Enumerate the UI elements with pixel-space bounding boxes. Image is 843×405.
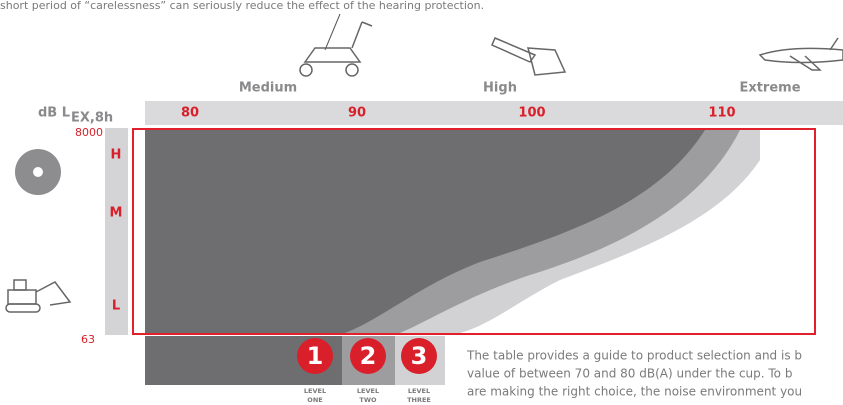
paragraph-line: are making the right choice, the noise e… <box>467 385 802 399</box>
chainsaw-icon <box>491 37 567 76</box>
level-number: 3 <box>411 342 428 370</box>
axis-label-sub: EX,8h <box>71 111 113 126</box>
intro-text: short period of “carelessness” can serio… <box>0 0 484 12</box>
level-label: TWO <box>359 396 377 404</box>
plane-icon <box>758 37 843 71</box>
bulldozer-icon <box>5 279 72 313</box>
axis-band <box>145 101 843 125</box>
tick-label: 80 <box>181 106 199 121</box>
frequency-top: 8000 <box>75 126 103 139</box>
level-badge <box>350 338 386 374</box>
level-badge <box>401 338 437 374</box>
level-label: LEVEL <box>408 387 430 395</box>
paragraph-line: The table provides a guide to product se… <box>466 349 802 363</box>
tick-label: 90 <box>348 106 366 121</box>
level-badge <box>297 338 333 374</box>
band-label: L <box>112 299 120 314</box>
level-label: ONE <box>307 396 322 404</box>
level-label: THREE <box>407 396 431 404</box>
level-label: LEVEL <box>304 387 326 395</box>
level-number: 1 <box>307 342 324 370</box>
tick-label: 100 <box>518 106 545 121</box>
level-label: LEVEL <box>357 387 379 395</box>
frequency-band <box>105 128 128 335</box>
category-label: Medium <box>239 81 297 96</box>
axis-label: dB L <box>38 106 70 121</box>
level-number: 2 <box>360 342 377 370</box>
category-label: Extreme <box>739 81 800 96</box>
tick-label: 110 <box>708 106 735 121</box>
category-label: High <box>483 81 517 96</box>
frequency-bottom: 63 <box>81 333 95 346</box>
band-label: H <box>111 148 122 163</box>
saw-blade-icon <box>15 149 61 195</box>
pointer <box>324 13 341 51</box>
paragraph-line: value of between 70 and 80 dB(A) under t… <box>467 367 792 381</box>
chart-frame <box>132 128 816 335</box>
lawnmower-icon <box>299 21 373 77</box>
band-label: M <box>110 206 123 221</box>
level-one-area <box>145 130 705 333</box>
